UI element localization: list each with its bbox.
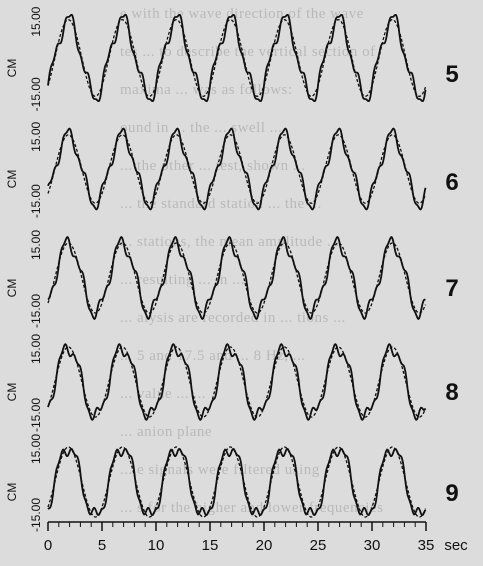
y-tick-label: -15.00 xyxy=(29,398,43,432)
series-line-solid xyxy=(47,448,427,516)
background-text-line: ... alysis are recorded in ... tions ... xyxy=(120,310,346,326)
y-axis-label: CM xyxy=(5,59,19,78)
x-tick-label: 25 xyxy=(310,537,327,554)
series-line-solid xyxy=(47,127,427,211)
y-tick-label: -15.00 xyxy=(29,184,43,218)
y-tick-label: 15.00 xyxy=(29,6,43,36)
background-text-line: ound in ... the ... swell ... xyxy=(120,120,283,136)
panel-label: 6 xyxy=(445,169,458,196)
series-line-solid xyxy=(47,236,426,320)
y-tick-label: -15.00 xyxy=(29,498,43,532)
series-line-dashed xyxy=(47,134,427,204)
x-tick-label: 20 xyxy=(256,537,273,554)
y-axis-label: CM xyxy=(5,383,19,402)
x-tick-label: 15 xyxy=(202,537,219,554)
panel-label: 7 xyxy=(445,275,458,302)
background-text-line: ... the standard station ... the ... xyxy=(120,196,322,212)
x-tick-label: 35 xyxy=(418,537,435,554)
y-tick-label: -15.00 xyxy=(29,294,43,328)
y-tick-label: -15.00 xyxy=(29,77,43,111)
y-tick-label: 15.00 xyxy=(29,121,43,151)
series-line-solid xyxy=(47,14,427,102)
panel-label: 9 xyxy=(445,480,458,507)
y-tick-label: 15.00 xyxy=(29,434,43,464)
series-line-solid xyxy=(47,343,427,421)
background-text-line: ... resulting ... in ... xyxy=(120,272,245,288)
series-line-dashed xyxy=(47,242,427,314)
series-line-dashed xyxy=(47,446,427,518)
x-axis-label: sec xyxy=(444,537,468,554)
x-tick-label: 0 xyxy=(44,537,52,554)
x-tick-label: 30 xyxy=(364,537,381,554)
x-tick-label: 10 xyxy=(148,537,165,554)
y-axis-label: CM xyxy=(5,170,19,189)
background-text-line: maxima ... was as follows: xyxy=(120,82,293,98)
panel-label: 8 xyxy=(445,379,458,406)
background-text-line: tes ... to describe the vertical section… xyxy=(120,44,376,60)
background-text-line: ... anion plane xyxy=(120,424,213,440)
panel-label: 5 xyxy=(445,61,458,88)
y-tick-label: 15.00 xyxy=(29,230,43,260)
x-tick-label: 5 xyxy=(98,537,106,554)
y-axis-label: CM xyxy=(5,483,19,502)
y-tick-label: 15.00 xyxy=(29,334,43,364)
y-axis-label: CM xyxy=(5,279,19,298)
